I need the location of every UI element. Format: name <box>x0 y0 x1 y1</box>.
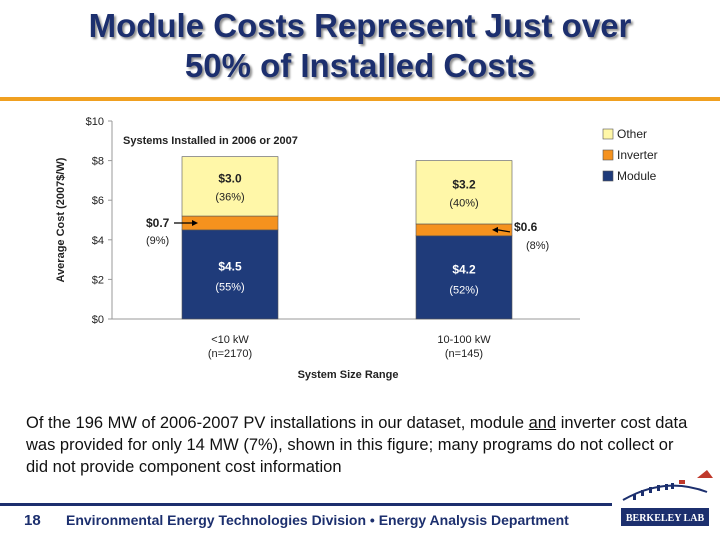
callout-arrowhead-inverter <box>192 219 198 226</box>
bar-segment-other <box>415 160 513 225</box>
legend-label-module: Module <box>617 169 657 183</box>
y-tick-label: $4 <box>92 235 104 247</box>
data-label-inverter: $0.7 <box>146 216 170 230</box>
legend-swatch-inverter <box>602 149 614 161</box>
logo-text: BERKELEY LAB <box>626 513 705 524</box>
x-tick-label: <10 kW <box>211 334 249 346</box>
data-share-inverter: (9%) <box>146 235 169 247</box>
x-tick-note: (n=145) <box>445 348 483 360</box>
bar-segment-module <box>415 235 513 320</box>
data-label-inverter: $0.6 <box>514 220 538 234</box>
caption-part2: inverter cost data was provided for only… <box>26 414 688 476</box>
cost-chart: $0 $2 $4 $6 $8 $10 Average Cost (2007$/W) Syste… <box>55 116 658 381</box>
y-tick-label: $0 <box>92 314 104 326</box>
berkeley-lab-logo: BERKELEY LAB <box>621 470 713 526</box>
legend-swatch-module <box>602 170 614 182</box>
slide-title-line1: Module Costs Represent Just over <box>88 7 632 44</box>
legend-label-inverter: Inverter <box>617 148 658 162</box>
callout-arrowhead-inverter <box>492 226 498 233</box>
slide-title-line2: 50% of Installed Costs <box>184 47 536 84</box>
title-divider <box>0 97 720 101</box>
y-axis-label: Average Cost (2007$/W) <box>55 157 67 282</box>
legend-label-other: Other <box>617 127 647 141</box>
caption: Of the 196 MW of 2006-2007 PV installati… <box>26 412 696 478</box>
x-axis-label: System Size Range <box>298 369 399 381</box>
x-tick-note: (n=2170) <box>208 348 252 360</box>
y-tick-label: $6 <box>92 195 104 207</box>
footer-divider <box>0 503 612 506</box>
data-share-other: (40%) <box>449 197 478 209</box>
callout-arrow-inverter <box>497 229 511 233</box>
data-share-inverter: (8%) <box>526 240 549 252</box>
page-number: 18 <box>24 512 41 529</box>
footer-text: Environmental Energy Technologies Divisi… <box>66 512 569 528</box>
slide-title: Module Costs Represent Just over 50% of … <box>0 6 720 86</box>
data-share-module: (55%) <box>215 281 244 293</box>
data-share-other: (36%) <box>215 191 244 203</box>
y-tick-label: $10 <box>86 116 104 128</box>
data-label-other: $3.0 <box>218 171 242 185</box>
caption-emphasis: and <box>528 414 557 432</box>
chart-title: Systems Installed in 2006 or 2007 <box>123 135 298 147</box>
y-tick-label: $8 <box>92 156 104 168</box>
legend-swatch-other <box>602 128 614 140</box>
y-tick-label: $2 <box>92 274 104 286</box>
x-tick-label: 10-100 kW <box>437 334 491 346</box>
data-label-module: $4.2 <box>452 262 476 276</box>
bar-segment-module <box>181 229 279 320</box>
caption-part1: Of the 196 MW of 2006-2007 PV installati… <box>26 414 529 432</box>
data-share-module: (52%) <box>449 284 478 296</box>
data-label-module: $4.5 <box>218 259 242 273</box>
data-label-other: $3.2 <box>452 177 476 191</box>
bar-segment-other <box>181 156 279 217</box>
